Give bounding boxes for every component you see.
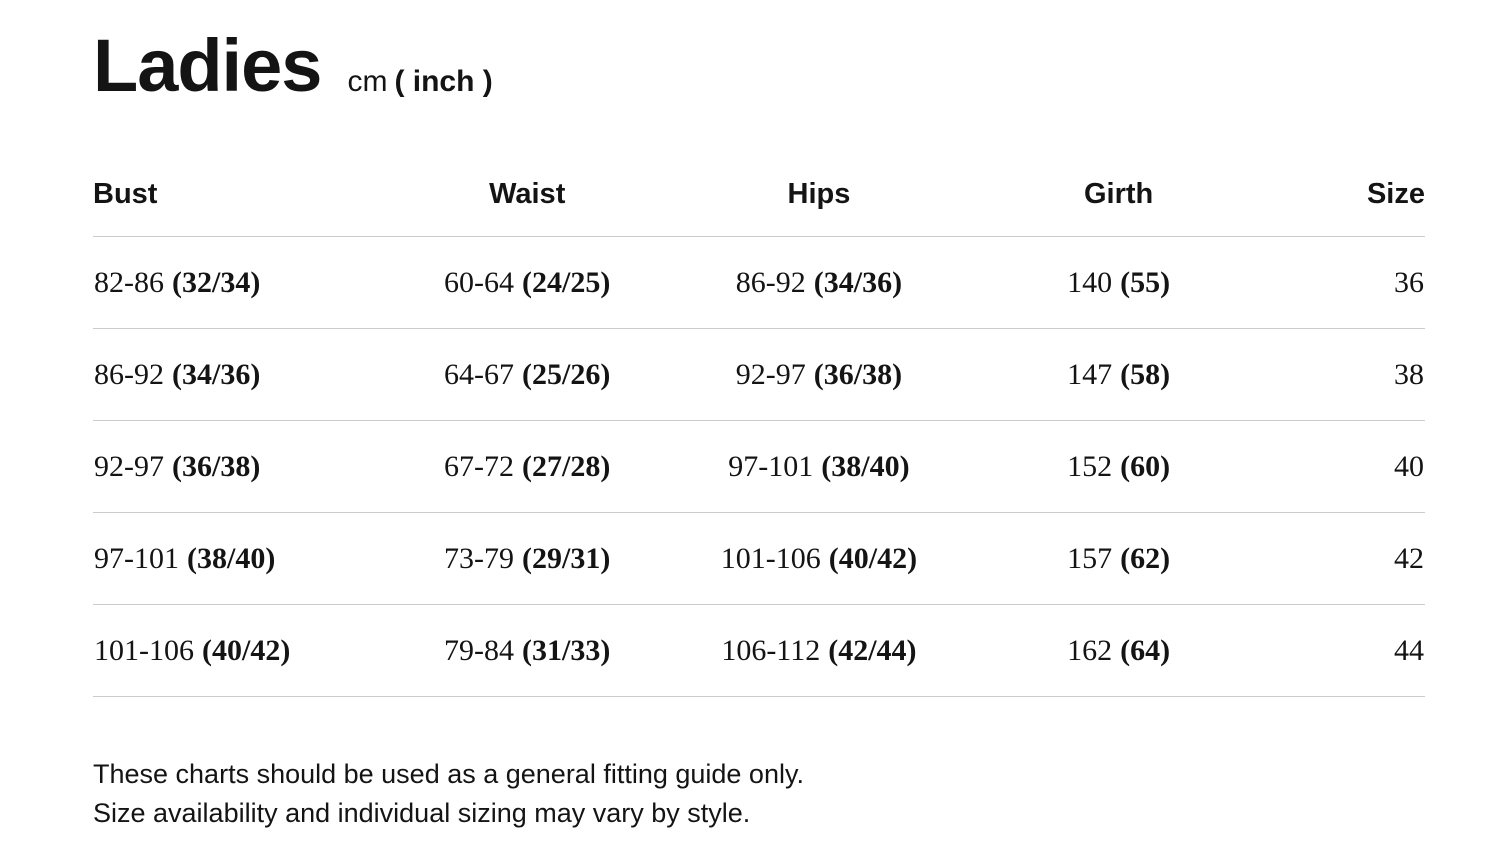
value-cm: 152 [1067,449,1113,483]
value-inch: (38/40) [187,541,276,575]
cell-bust: 86-92 (34/36) [93,328,387,422]
value-inch: (34/36) [172,357,261,391]
value-inch: (40/42) [202,633,291,667]
value-cm: 67-72 [444,449,515,483]
table-row: 82-86 (32/34) 60-64 (24/25) 86-92 (34/36) 1… [93,236,1425,330]
value-cm: 82-86 [94,265,164,299]
value-cm: 157 [1067,541,1113,575]
cell-girth: 140 (55) [969,236,1268,330]
table-row: 92-97 (36/38) 67-72 (27/28) 97-101 (38/40) … [93,420,1425,514]
cell-hips: 97-101 (38/40) [668,420,970,514]
value-inch: (60) [1120,449,1171,483]
value-cm: 86-92 [735,265,806,299]
column-header-girth: Girth [969,178,1268,238]
value-cm: 106-112 [721,633,821,667]
cell-bust: 92-97 (36/38) [93,420,387,514]
value-inch: (31/33) [522,633,611,667]
table-row: 101-106 (40/42) 79-84 (31/33) 106-112 (42/4… [93,604,1425,698]
cell-hips: 101-106 (40/42) [668,512,970,606]
value-cm: 79-84 [444,633,515,667]
value-cm: 60-64 [444,265,515,299]
value-cm: 64-67 [444,357,515,391]
cell-bust: 101-106 (40/42) [93,604,387,698]
footnote-line-2: Size availability and individual sizing … [93,798,751,829]
cell-hips: 106-112 (42/44) [668,604,970,698]
value-inch: (40/42) [828,541,918,575]
value-inch: (24/25) [522,265,611,299]
column-header-size: Size [1267,178,1425,238]
value-cm: 162 [1067,633,1113,667]
cell-girth: 157 (62) [969,512,1268,606]
page-title: Ladies [93,24,322,107]
value-inch: (42/44) [828,633,917,667]
value-inch: (34/36) [813,265,903,299]
value-inch: (32/34) [172,265,261,299]
cell-waist: 60-64 (24/25) [386,236,669,330]
cell-size: 40 [1267,420,1425,514]
cell-girth: 152 (60) [969,420,1268,514]
value-cm: 147 [1067,357,1113,391]
cell-waist: 79-84 (31/33) [386,604,669,698]
table-row: 97-101 (38/40) 73-79 (29/31) 101-106 (40/42… [93,512,1425,606]
cell-size: 42 [1267,512,1425,606]
cell-bust: 97-101 (38/40) [93,512,387,606]
value-cm: 101-106 [720,541,821,575]
cell-hips: 86-92 (34/36) [668,236,970,330]
value-inch: (62) [1120,541,1171,575]
value-inch: (25/26) [522,357,611,391]
value-cm: 97-101 [94,541,179,575]
unit-cm-label: cm [347,65,388,98]
table-header-row: Bust Waist Hips Girth Size [93,178,1425,238]
cell-waist: 64-67 (25/26) [386,328,669,422]
page-header: Ladies cm( inch ) [93,24,1425,107]
footnote-line-1: These charts should be used as a general… [93,759,804,790]
cell-bust: 82-86 (32/34) [93,236,387,330]
column-header-waist: Waist [386,178,669,238]
cell-hips: 92-97 (36/38) [668,328,970,422]
column-header-hips: Hips [668,178,970,238]
value-cm: 92-97 [735,357,806,391]
cell-girth: 147 (58) [969,328,1268,422]
cell-waist: 73-79 (29/31) [386,512,669,606]
size-table: Bust Waist Hips Girth Size 82-86 (32/34) … [93,178,1425,698]
footnote: These charts should be used as a general… [93,755,1425,833]
cell-size: 38 [1267,328,1425,422]
cell-girth: 162 (64) [969,604,1268,698]
value-cm: 140 [1067,265,1113,299]
value-inch: (38/40) [821,449,910,483]
value-cm: 97-101 [728,449,814,483]
value-inch: (55) [1120,265,1171,299]
cell-size: 44 [1267,604,1425,698]
unit-inch-label: ( inch ) [394,65,493,98]
table-row: 86-92 (34/36) 64-67 (25/26) 92-97 (36/38) 1… [93,328,1425,422]
units-label: cm( inch ) [347,65,492,99]
value-inch: (36/38) [813,357,903,391]
value-inch: (58) [1120,357,1171,391]
value-inch: (64) [1120,633,1171,667]
value-inch: (29/31) [522,541,611,575]
value-cm: 92-97 [94,449,164,483]
value-cm: 73-79 [444,541,515,575]
value-inch: (27/28) [522,449,611,483]
value-cm: 86-92 [94,357,164,391]
cell-size: 36 [1267,236,1425,330]
column-header-bust: Bust [93,178,387,238]
value-inch: (36/38) [172,449,261,483]
value-cm: 101-106 [94,633,194,667]
cell-waist: 67-72 (27/28) [386,420,669,514]
